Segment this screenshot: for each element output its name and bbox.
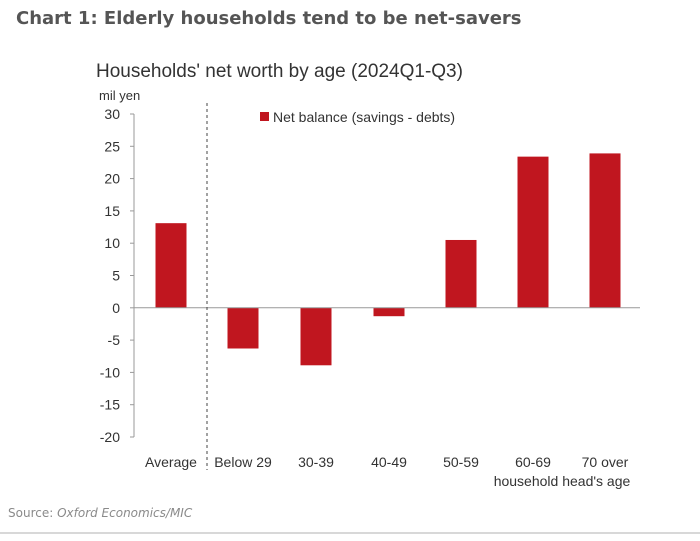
y-tick-label: 0	[112, 300, 120, 316]
legend-label: Net balance (savings - debts)	[273, 109, 455, 125]
y-tick-label: 25	[104, 138, 120, 154]
y-tick-label: -15	[100, 397, 120, 413]
x-tick-label: 40-49	[371, 454, 407, 470]
bar-60-69	[517, 156, 549, 308]
x-tick-labels: Average Below 29 30-39 40-49 50-59 60-69 70 ov…	[145, 454, 629, 470]
bar-below-29	[227, 307, 259, 349]
x-tick-label: Below 29	[214, 454, 272, 470]
bar-30-39	[300, 307, 332, 366]
bar-40-49	[373, 307, 405, 317]
y-tick-label: 15	[104, 203, 120, 219]
source-label: Source:	[8, 506, 58, 520]
y-tick-label: -20	[100, 429, 120, 445]
source-note: Source: Oxford Economics/MIC	[8, 506, 192, 520]
legend: Net balance (savings - debts)	[260, 109, 455, 125]
x-axis-label: household head's age	[494, 473, 631, 489]
x-tick-label: 60-69	[515, 454, 551, 470]
x-tick-label: 70 over	[582, 454, 629, 470]
x-tick-label: 30-39	[298, 454, 334, 470]
chart-title: Households' net worth by age (2024Q1-Q3)	[96, 61, 463, 82]
bar-70-over	[589, 153, 621, 308]
y-tick-label: 5	[112, 268, 120, 284]
bar-50-59	[445, 239, 477, 308]
legend-swatch	[260, 112, 269, 121]
x-tick-label: 50-59	[443, 454, 479, 470]
y-tick-label: -10	[100, 364, 120, 380]
x-tick-label: Average	[145, 454, 197, 470]
y-axis-label: mil yen	[99, 88, 140, 103]
y-tick-label: -5	[108, 332, 121, 348]
y-tick-label: 10	[104, 235, 120, 251]
y-tick-label: 20	[104, 171, 120, 187]
bar-average	[155, 223, 187, 308]
header-title: Chart 1: Elderly households tend to be n…	[16, 8, 522, 29]
bars	[155, 153, 621, 366]
y-tick-label: 30	[104, 106, 120, 122]
bottom-rule	[0, 532, 700, 534]
source-text: Oxford Economics/MIC	[57, 506, 193, 520]
y-tick-labels: 30 25 20 15 10 5 0 -5 -10 -15 -20	[100, 106, 134, 445]
